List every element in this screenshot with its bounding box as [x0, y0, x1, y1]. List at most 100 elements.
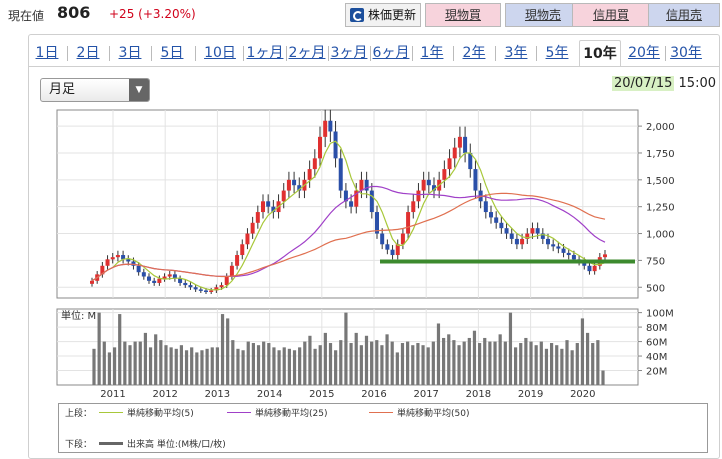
volume-bar [462, 341, 466, 385]
candle [400, 233, 405, 245]
tab-5d[interactable]: 5日 [160, 45, 184, 61]
candle [214, 287, 219, 291]
candle [235, 255, 240, 266]
period-select[interactable]: 月足 ▼ [40, 78, 150, 102]
volume-bar [544, 348, 549, 385]
candle [178, 278, 183, 283]
volume-bar [416, 343, 420, 385]
volume-bar [467, 337, 471, 385]
tab-2y[interactable]: 2年 [462, 45, 486, 61]
candle [535, 228, 540, 234]
x-tick-label: 2020 [570, 389, 595, 400]
x-tick-label: 2014 [257, 389, 282, 400]
cash-sell-button[interactable]: 現物売 [505, 3, 581, 27]
margin-sell-button[interactable]: 信用売 [648, 3, 720, 27]
volume-bar [107, 352, 112, 385]
volume-bar [128, 345, 132, 385]
volume-bar [334, 350, 338, 385]
volume-bar [555, 345, 559, 385]
x-tick-label: 2012 [152, 389, 177, 400]
tab-6m[interactable]: 6ヶ月 [372, 45, 410, 61]
candle [126, 259, 131, 262]
margin-buy-button[interactable]: 信用買 [572, 3, 650, 27]
candle [121, 255, 126, 260]
volume-bar [241, 350, 245, 385]
volume-bar [148, 347, 153, 385]
candle [131, 261, 136, 266]
volume-tick-label: 20M [646, 367, 667, 378]
volume-bar [483, 337, 487, 385]
candle [489, 212, 493, 218]
volume-bar [267, 343, 271, 385]
volume-bar [159, 340, 163, 385]
candle [556, 246, 561, 249]
candle [447, 158, 452, 170]
legend-ma50: 単純移動平均(50) [397, 409, 470, 419]
candle [172, 274, 177, 279]
candle [359, 179, 364, 191]
tab-3y[interactable]: 3年 [504, 45, 528, 61]
volume-bar [169, 347, 173, 385]
volume-bar [97, 312, 101, 385]
volume-bar [102, 341, 106, 385]
tab-3m[interactable]: 3ヶ月 [330, 45, 368, 61]
volume-bar [601, 370, 605, 385]
tab-2d[interactable]: 2日 [76, 45, 100, 61]
volume-bar [513, 347, 518, 385]
volume-bar [503, 341, 507, 385]
tab-1d[interactable]: 1日 [35, 45, 59, 61]
tab-1y[interactable]: 1年 [420, 45, 444, 61]
candle [193, 287, 198, 290]
candle [473, 169, 478, 191]
volume-bar [411, 345, 415, 385]
chart-date: 20/07/15 [612, 76, 675, 91]
volume-bar [308, 335, 312, 385]
candle [141, 272, 146, 277]
tab-30y[interactable]: 30年 [670, 45, 702, 61]
candle [90, 280, 94, 284]
tab-3d[interactable]: 3日 [118, 45, 142, 61]
candle [343, 190, 348, 202]
volume-bar [287, 348, 291, 385]
candle [416, 190, 421, 202]
tab-20y[interactable]: 20年 [628, 45, 660, 61]
cash-buy-button[interactable]: 現物買 [425, 3, 501, 27]
refresh-price-button[interactable]: 株価更新 [345, 3, 421, 27]
candle [432, 185, 436, 191]
tab-5y[interactable]: 5年 [545, 45, 569, 61]
candle [468, 152, 473, 170]
volume-bar [262, 341, 266, 385]
candle [250, 222, 255, 234]
volume-bar [231, 340, 235, 385]
y-tick-label: 1,250 [646, 203, 675, 214]
candle [551, 244, 556, 247]
volume-bar [524, 337, 528, 385]
candle [110, 257, 115, 260]
volume-bar [272, 347, 276, 385]
candle [100, 265, 105, 275]
volume-bar [442, 337, 446, 385]
tab-10d[interactable]: 10日 [204, 45, 236, 61]
candle [281, 190, 286, 202]
candle [561, 248, 566, 253]
volume-bar [498, 334, 502, 385]
candle [105, 259, 110, 266]
volume-bar [375, 340, 379, 385]
price-panel-frame [56, 109, 639, 299]
tab-10y[interactable]: 10年 [579, 40, 621, 66]
tab-1m[interactable]: 1ヶ月 [246, 45, 284, 61]
volume-bar [190, 347, 194, 385]
volume-bar [575, 343, 579, 385]
x-tick-label: 2018 [466, 389, 491, 400]
volume-tick-label: 100M [646, 309, 674, 320]
legend-volume-swatch [99, 442, 123, 445]
volume-bar [478, 343, 482, 385]
volume-bar [596, 340, 600, 385]
legend-ma5: 単純移動平均(5) [127, 409, 194, 419]
candle [307, 169, 312, 180]
tab-2m[interactable]: 2ヶ月 [288, 45, 326, 61]
candle [494, 217, 499, 223]
candle [183, 282, 188, 286]
volume-bar [303, 341, 307, 385]
candle [292, 179, 297, 186]
